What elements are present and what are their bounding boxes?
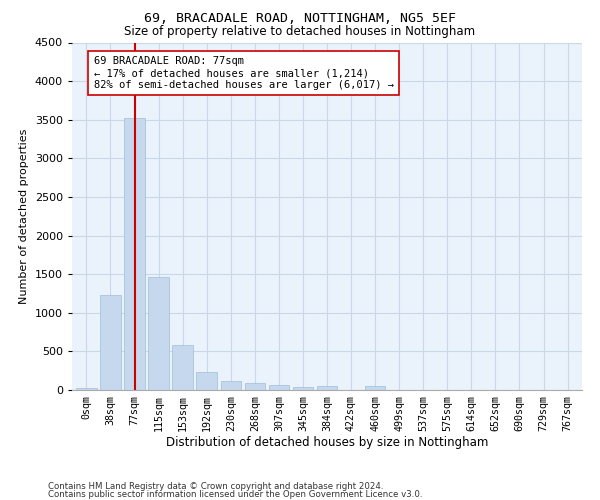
Bar	[221, 381, 241, 390]
Text: Contains HM Land Registry data © Crown copyright and database right 2024.: Contains HM Land Registry data © Crown c…	[48, 482, 383, 491]
Bar	[245, 383, 265, 390]
X-axis label: Distribution of detached houses by size in Nottingham: Distribution of detached houses by size …	[166, 436, 488, 450]
Y-axis label: Number of detached properties: Number of detached properties	[19, 128, 29, 304]
Text: 69, BRACADALE ROAD, NOTTINGHAM, NG5 5EF: 69, BRACADALE ROAD, NOTTINGHAM, NG5 5EF	[144, 12, 456, 26]
Bar	[100, 295, 121, 390]
Text: Size of property relative to detached houses in Nottingham: Size of property relative to detached ho…	[124, 25, 476, 38]
Text: Contains public sector information licensed under the Open Government Licence v3: Contains public sector information licen…	[48, 490, 422, 499]
Bar	[317, 386, 337, 390]
Bar	[365, 386, 385, 390]
Bar	[148, 278, 169, 390]
Bar	[172, 345, 193, 390]
Bar	[76, 388, 97, 390]
Bar	[269, 386, 289, 390]
Text: 69 BRACADALE ROAD: 77sqm
← 17% of detached houses are smaller (1,214)
82% of sem: 69 BRACADALE ROAD: 77sqm ← 17% of detach…	[94, 56, 394, 90]
Bar	[196, 372, 217, 390]
Bar	[124, 118, 145, 390]
Bar	[293, 387, 313, 390]
